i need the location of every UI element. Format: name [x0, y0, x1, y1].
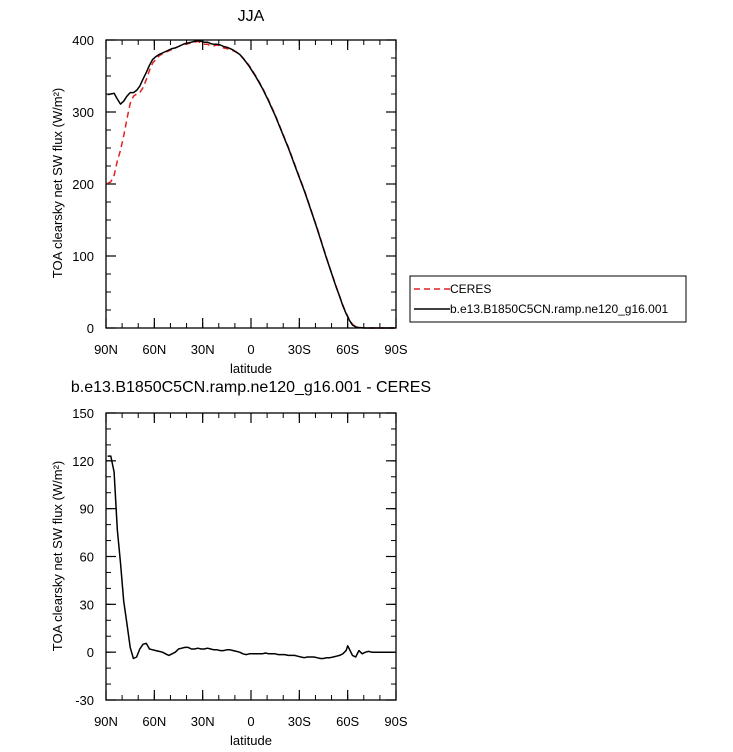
chart-bottom-plot-frame — [105, 412, 397, 701]
y-tick-label: 120 — [72, 454, 94, 469]
chart-top-title: JJA — [238, 8, 265, 25]
chart-bottom-title: b.e13.B1850C5CN.ramp.ne120_g16.001 - CER… — [71, 379, 431, 396]
y-tick-label: 60 — [80, 550, 94, 565]
chart-top-plot-frame — [105, 39, 397, 329]
chart-bottom-xlabel: latitude — [230, 733, 272, 748]
chart-top-xlabel: latitude — [230, 361, 272, 376]
x-tick-label: 0 — [247, 714, 254, 729]
y-tick-label: 300 — [72, 105, 94, 120]
y-tick-label: 90 — [80, 502, 94, 517]
x-tick-label: 60N — [142, 714, 166, 729]
chart-bottom-series-line-0 — [107, 455, 395, 660]
legend-box — [409, 275, 687, 323]
chart-bottom: b.e13.B1850C5CN.ramp.ne120_g16.001 - CER… — [50, 379, 431, 748]
y-tick-label: 0 — [87, 645, 94, 660]
chart-top-ylabel: TOA clearsky net SW flux (W/m²) — [50, 88, 65, 278]
x-tick-label: 90N — [94, 342, 118, 357]
chart-top-series-line-0 — [107, 40, 395, 329]
x-tick-label: 60S — [336, 714, 359, 729]
chart-bottom-ylabel: TOA clearsky net SW flux (W/m²) — [50, 461, 65, 651]
chart-top: JJA latitude TOA clearsky net SW flux (W… — [50, 8, 408, 376]
y-tick-label: 400 — [72, 33, 94, 48]
legend-label: b.e13.B1850C5CN.ramp.ne120_g16.001 — [450, 302, 668, 316]
y-tick-label: 100 — [72, 249, 94, 264]
x-tick-label: 90N — [94, 714, 118, 729]
legend-label: CERES — [450, 282, 491, 296]
x-tick-label: 60S — [336, 342, 359, 357]
y-tick-label: 150 — [72, 406, 94, 421]
y-tick-label: 30 — [80, 597, 94, 612]
chart-top-series-line-1 — [107, 39, 395, 329]
x-tick-label: 90S — [384, 342, 407, 357]
x-tick-label: 30N — [191, 342, 215, 357]
y-tick-label: -30 — [75, 693, 94, 708]
x-tick-label: 90S — [384, 714, 407, 729]
x-tick-label: 60N — [142, 342, 166, 357]
y-tick-label: 200 — [72, 177, 94, 192]
x-tick-label: 30N — [191, 714, 215, 729]
x-tick-label: 0 — [247, 342, 254, 357]
x-tick-label: 30S — [288, 714, 311, 729]
y-tick-label: 0 — [87, 321, 94, 336]
x-tick-label: 30S — [288, 342, 311, 357]
legend: CERES b.e13.B1850C5CN.ramp.ne120_g16.001 — [409, 275, 687, 323]
